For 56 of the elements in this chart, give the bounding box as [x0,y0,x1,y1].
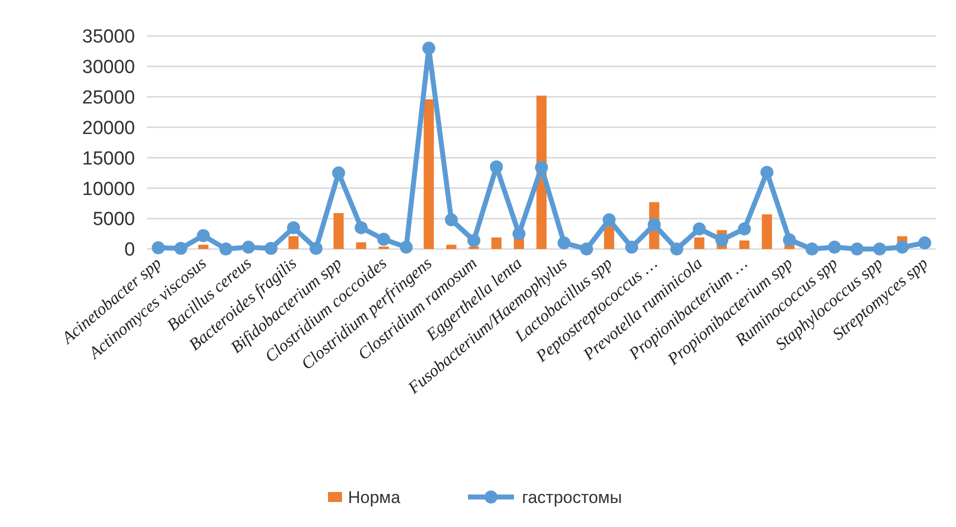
bar [424,99,434,249]
point [242,240,255,254]
point [196,229,210,242]
point [625,240,638,254]
point [738,222,751,236]
bar [694,237,704,249]
point [400,240,413,254]
y-tick-label: 35000 [82,26,135,48]
y-tick-label: 30000 [82,57,135,78]
point [806,242,819,256]
bar [604,226,614,249]
point [174,242,188,255]
bar [491,237,502,249]
bar [198,244,208,249]
point [715,233,728,246]
point [490,160,503,174]
point [287,221,300,234]
y-tick-label: 15000 [82,148,135,170]
point [219,242,232,256]
point [580,242,594,256]
point [512,227,526,240]
point [310,242,323,255]
point [670,242,684,256]
point [782,233,796,246]
point [602,213,616,226]
point [850,242,864,256]
point [152,241,165,254]
point [896,240,909,254]
point [692,222,706,236]
point [760,166,774,179]
point [918,236,932,250]
point [535,160,548,174]
bar [739,240,750,249]
point [377,232,390,246]
point [444,213,458,226]
bar [446,244,456,249]
y-tick-label: 20000 [82,118,135,139]
legend-label: гастростомы [522,488,622,507]
y-tick-label: 25000 [82,88,135,109]
point [873,242,886,256]
point [648,218,661,232]
legend-label: Норма [348,488,401,507]
point [264,242,278,255]
point [332,166,346,180]
bar [288,236,299,249]
y-tick-label: 10000 [82,178,135,200]
point [558,236,571,250]
point [467,234,480,247]
point [354,221,368,234]
bar [762,214,772,249]
bar [356,242,366,249]
y-tick-label: 5000 [92,209,135,230]
point [422,42,436,55]
point [828,240,842,254]
bar [334,213,344,249]
y-tick-label: 0 [124,240,135,261]
